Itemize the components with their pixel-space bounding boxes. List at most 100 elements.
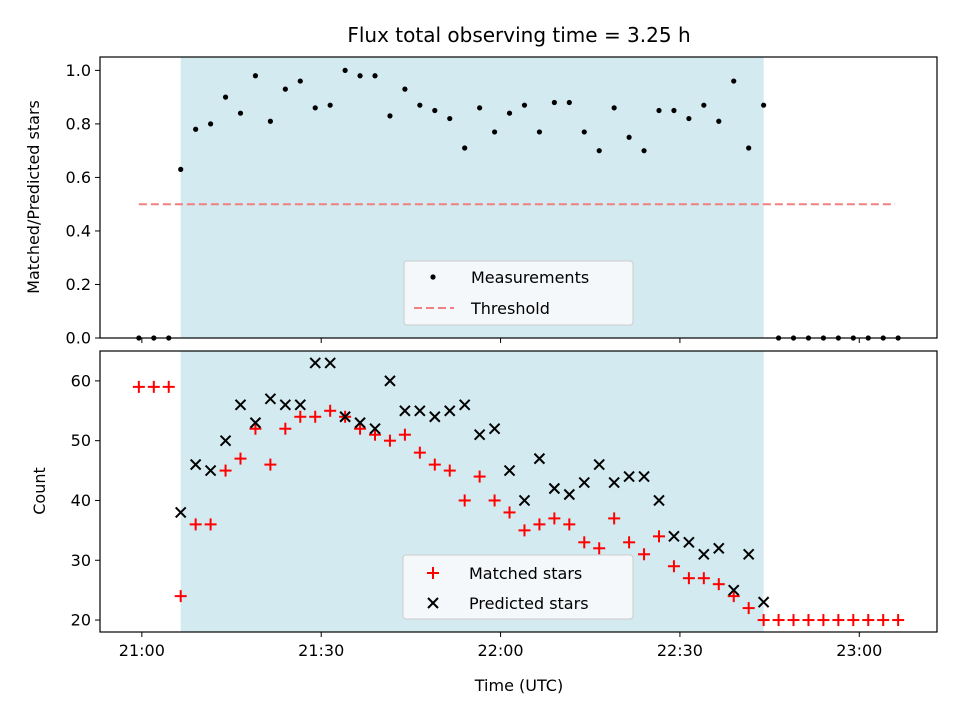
measurement-point [417, 102, 423, 108]
predicted-star-point [458, 399, 471, 411]
y-tick-label: 40 [71, 491, 91, 510]
predicted-star-point [219, 434, 232, 447]
predicted-star-point [369, 423, 381, 435]
measurement-point [252, 73, 259, 79]
predicted-star-point [294, 399, 306, 411]
measurement-point [716, 118, 722, 124]
legend-measurements-marker [430, 274, 436, 280]
predicted-star-point [204, 464, 217, 477]
y-tick-label: 0.2 [66, 275, 91, 294]
measurement-point [312, 105, 318, 111]
measurement-point [731, 78, 737, 84]
panel-ratio-ylabel: Matched/Predicted stars [24, 100, 43, 294]
panel-counts-frame [99, 350, 938, 633]
predicted-star-point [608, 476, 620, 489]
panel-counts-y-ticks: 20 30 40 50 60 [71, 371, 100, 630]
measurement-point [327, 102, 333, 108]
measurement-point [208, 121, 214, 127]
matched-star-point [817, 614, 830, 627]
matched-star-point [667, 560, 680, 573]
panel-ratio: 0.0 0.2 0.4 0.6 0.8 1.0 Matched/Predicted sta… [24, 56, 938, 348]
measurement-point [701, 102, 707, 108]
x-tick-label: 23:00 [836, 641, 882, 660]
matched-star-point [249, 422, 262, 435]
legend-threshold-label: Threshold [470, 299, 550, 318]
matched-star-point [488, 494, 501, 507]
predicted-star-point [757, 596, 770, 608]
panel-ratio-frame [99, 56, 938, 339]
panel-ratio-marks [136, 67, 901, 341]
matched-star-point [324, 404, 337, 417]
predicted-star-point [698, 548, 710, 560]
predicted-star-point [189, 458, 202, 471]
measurement-point [357, 73, 363, 79]
predicted-star-point [488, 423, 501, 435]
matched-star-point [623, 536, 636, 549]
y-tick-label: 50 [71, 431, 91, 450]
panel-counts-marks [132, 357, 905, 627]
legend-matched-label: Matched stars [469, 564, 582, 583]
measurement-point [551, 99, 557, 106]
matched-star-point [428, 458, 441, 471]
predicted-star-point [503, 464, 516, 477]
matched-star-point [219, 464, 232, 477]
matched-star-point [638, 548, 651, 561]
predicted-star-point [234, 399, 247, 411]
matched-star-point [189, 518, 202, 531]
x-tick-label: 21:00 [119, 641, 165, 660]
matched-star-point [892, 614, 905, 627]
measurement-point [506, 110, 513, 116]
measurement-point [402, 86, 408, 92]
y-tick-label: 1.0 [66, 61, 91, 80]
panel-ratio-y-ticks: 0.0 0.2 0.4 0.6 0.8 1.0 [66, 61, 100, 348]
measurement-point [193, 126, 199, 132]
measurement-point [746, 145, 752, 151]
measurement-point [761, 102, 767, 108]
measurement-point [282, 86, 288, 92]
y-tick-label: 0.4 [66, 221, 91, 240]
predicted-star-point [444, 405, 456, 417]
predicted-star-point [264, 393, 277, 405]
predicted-star-point [473, 428, 486, 441]
matched-star-point [757, 614, 770, 627]
panel-counts-x-ticks: 21:0021:3022:0022:3023:0023:3000:0000:30… [119, 632, 882, 660]
measurement-point [521, 102, 528, 108]
matched-star-point [593, 542, 606, 555]
measurement-point [477, 105, 483, 111]
x-axis-label: Time (UTC) [474, 676, 563, 695]
predicted-star-point [399, 405, 411, 417]
y-tick-label: 60 [71, 371, 91, 390]
matched-star-point [787, 614, 800, 627]
legend-counts: Matched stars Predicted stars [402, 554, 634, 620]
legend-predicted-marker [427, 597, 439, 609]
matched-star-point [234, 452, 247, 465]
predicted-star-point [175, 506, 187, 519]
y-tick-label: 0.0 [66, 329, 91, 348]
measurement-point [222, 94, 229, 100]
y-tick-label: 0.8 [66, 114, 91, 133]
measurement-point [611, 105, 617, 111]
measurement-point [372, 73, 378, 79]
matched-star-point [413, 446, 426, 459]
matched-star-point [518, 524, 531, 537]
measurement-point [596, 148, 602, 154]
matched-star-point [279, 422, 292, 435]
matched-star-point [802, 614, 815, 627]
measurement-point [656, 107, 662, 114]
measurement-point [671, 107, 677, 114]
measurement-point [641, 148, 647, 154]
measurement-point [536, 129, 543, 135]
matched-star-point [162, 380, 175, 393]
matched-star-point [132, 380, 145, 393]
matched-star-point [369, 428, 382, 441]
measurement-point [342, 67, 348, 73]
y-tick-label: 30 [71, 551, 91, 570]
predicted-star-point [578, 476, 590, 489]
legend-ratio-box [403, 260, 634, 326]
matched-star-point [503, 506, 516, 519]
measurement-point [237, 110, 244, 116]
matched-star-point [443, 464, 456, 477]
matched-star-point [533, 518, 546, 531]
measurement-point [566, 99, 572, 106]
